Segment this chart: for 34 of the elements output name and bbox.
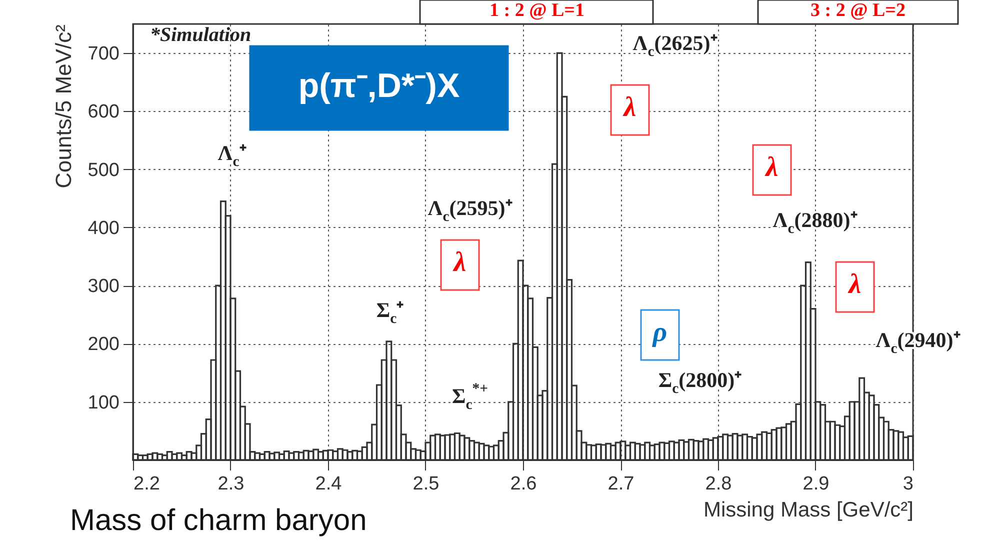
y-tick-label: 400 xyxy=(88,218,120,239)
y-tick-label: 600 xyxy=(88,102,120,123)
annotation: p(π⁻,D*⁻)X xyxy=(298,66,460,105)
y-tick-label: 500 xyxy=(88,160,120,181)
text: Mass of charm baryon xyxy=(70,504,367,537)
annotation: Λ$_{c}$(2595)⁺ xyxy=(428,196,512,226)
annotation: λ xyxy=(452,247,466,278)
annotation: Σ$_{c}$(2800)⁺ xyxy=(658,368,742,398)
y-tick-label: 700 xyxy=(88,44,120,65)
x-tick-label: 2.7 xyxy=(608,474,634,494)
annotation: ρ xyxy=(652,317,668,348)
text: 1 : 2 @ L=1 xyxy=(490,0,584,22)
text: 3 : 2 @ L=2 xyxy=(810,0,906,22)
y-tick-label: 200 xyxy=(88,334,120,356)
y-tick-label: 300 xyxy=(88,276,120,298)
y-axis-title: Counts/5 MeV/c² xyxy=(50,24,76,188)
x-tick-label: 2.8 xyxy=(705,474,732,494)
x-tick-label: 2.9 xyxy=(802,474,830,494)
annotation: λ xyxy=(764,152,778,184)
annotation: Σ$_{c}$⁺ xyxy=(376,298,404,328)
annotation: Λ$_{c}$(2625)⁺ xyxy=(632,30,718,60)
x-tick-label: 2.3 xyxy=(218,474,244,494)
x-tick-label: 2.6 xyxy=(510,474,537,494)
x-tick-label: 3 xyxy=(902,474,914,494)
annotation: Λ$_{c}$(2880)⁺ xyxy=(772,208,858,238)
annotation: *Simulation xyxy=(150,24,252,46)
y-tick-label: 100 xyxy=(88,392,120,414)
annotation: λ xyxy=(848,269,862,300)
x-axis-title: Missing Mass [GeV/c²] xyxy=(703,498,914,522)
x-tick-label: 2.5 xyxy=(412,474,440,494)
x-tick-label: 2.2 xyxy=(134,474,160,494)
annotation: Λ$_{c}$⁺ xyxy=(218,140,246,170)
x-tick-label: 2.4 xyxy=(315,474,342,494)
annotation: λ xyxy=(622,92,636,124)
